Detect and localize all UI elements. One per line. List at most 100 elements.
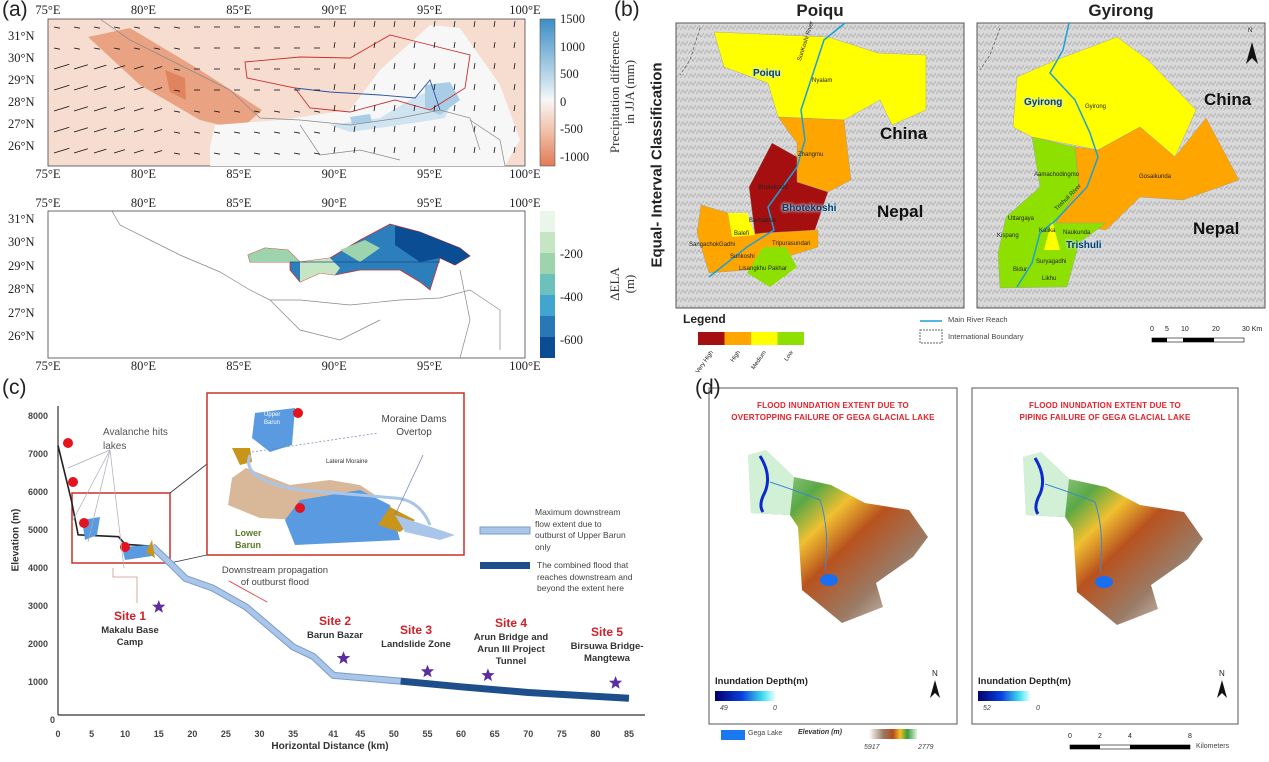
scale-tick-label: 4 [1128,733,1132,740]
zoom-box [71,492,171,564]
wind-vector-icon [293,131,300,134]
wind-vector-icon [393,126,396,133]
lower-barun-label: Lower [235,528,262,538]
wind-vector-icon [513,105,516,112]
legend-title: Legend [683,312,726,326]
wind-vector-icon [453,126,456,133]
legend-dark-text: reaches downstream and [537,571,633,582]
place-label: Balefi [734,231,750,237]
site-description: Tunnel [495,656,527,667]
north-label: N [932,669,938,678]
wind-vector-icon [133,107,144,112]
lat-tick-label: 30°N [8,51,35,65]
place-label: Tripurasundari [772,241,811,247]
wind-vector-icon [93,148,107,154]
avalanche-icon [68,477,78,487]
y-tick-label: 6000 [28,487,49,497]
wind-vector-icon [133,26,140,29]
gyirong-title: Gyirong [1088,1,1154,20]
x-tick-label: 55 [422,729,433,739]
wind-vector-icon [273,152,280,155]
hazard-legend-swatches [698,332,804,345]
boundary-legend-icon [919,329,943,344]
wind-vector-icon [253,110,260,113]
elevation-colorbar [869,729,917,739]
wind-vector-icon [173,131,180,134]
lon-tick-label: 100°E [509,196,541,210]
colorbar-tick-label: -200 [560,247,583,261]
upper-barun-label: Barun [264,420,281,426]
lon-tick-label: 90°E [321,359,347,373]
y-tick-label: 7000 [28,449,49,459]
wind-vector-icon [333,84,336,91]
legend-dark-swatch [480,562,530,569]
lateral-moraine-label: Lateral Moraine [326,459,368,465]
wind-vector-icon [433,147,436,154]
north-arrow-icon [930,680,940,698]
x-tick-label: 85 [623,729,635,739]
wind-vector-icon [173,26,180,29]
scale-tick-label: 5 [1165,326,1169,333]
place-label: Kalika [1039,228,1056,234]
y-tick-label: 4000 [28,563,49,573]
legend-light-text: Maximum downstream [535,507,621,517]
wind-vector-icon [153,87,163,91]
y-axis-title: Elevation (m) [10,508,22,572]
wind-vector-icon [393,42,396,49]
panel-b-label: (b) [614,0,640,21]
lat-tick-label: 26°N [8,139,35,153]
wind-vector-icon [493,21,496,28]
wind-vector-icon [493,84,496,91]
colorbar-tick-label: -600 [560,333,583,347]
wind-vector-icon [413,147,416,154]
site-star-icon [420,664,435,678]
legend-class-swatch [724,332,751,345]
wind-vector-icon [253,152,260,155]
x-tick-label: 30 [254,729,265,739]
wind-vector-icon [133,65,144,70]
site-description: Arun III Project [477,644,545,655]
ela-colorbar-bin [540,232,555,253]
wind-vector-icon [313,152,320,155]
upper-barun-flood-band [150,544,401,684]
poiqu-title: Poiqu [796,1,844,20]
lon-tick-label: 100°E [509,167,541,181]
ela-title-line: (m) [622,274,637,294]
x-tick-label: 0 [55,729,61,739]
wind-vector-icon [373,105,376,112]
scale-tick-label: 2 [1098,733,1102,740]
place-label: Lisangkhu Pakhar [739,266,788,272]
country-label: China [880,124,928,143]
wind-vector-icon [473,105,476,112]
ela-colorbar-bin [540,211,555,232]
x-tick-label: 70 [523,729,534,739]
combined-flood-band [400,677,630,702]
wind-vector-icon [453,42,456,49]
flood-profile-chart [57,392,645,716]
wind-vector-icon [353,63,356,70]
legend-class-swatch [698,332,725,345]
wind-vector-icon [333,63,336,70]
inundation-max-label: 49 [720,705,728,712]
map-title: FLOOD INUNDATION EXTENT DUE TO [1029,401,1181,410]
basin-label: Gyirong [1024,97,1063,108]
wind-vector-icon [453,21,456,28]
inundation-legend-title: Inundation Depth(m) [715,676,808,687]
wind-vector-icon [513,63,516,70]
wind-vector-icon [153,150,163,154]
wind-vector-icon [493,63,496,70]
wind-vector-icon [473,147,476,154]
wind-vector-icon [73,26,80,29]
wind-vector-icon [193,131,200,134]
lat-tick-label: 30°N [8,235,35,250]
avalanche-icon [120,542,130,552]
wind-vector-icon [153,66,163,70]
site-description: Mangtewa [584,653,630,664]
wind-vector-icon [153,108,163,112]
y-tick-label: 1000 [28,677,49,687]
site-star-icon [336,651,351,664]
x-tick-label: 60 [456,729,467,739]
site-name: Site 4 [494,616,528,630]
panel-c-label: (c) [2,376,27,399]
ela-colorbar-bin [540,316,555,337]
